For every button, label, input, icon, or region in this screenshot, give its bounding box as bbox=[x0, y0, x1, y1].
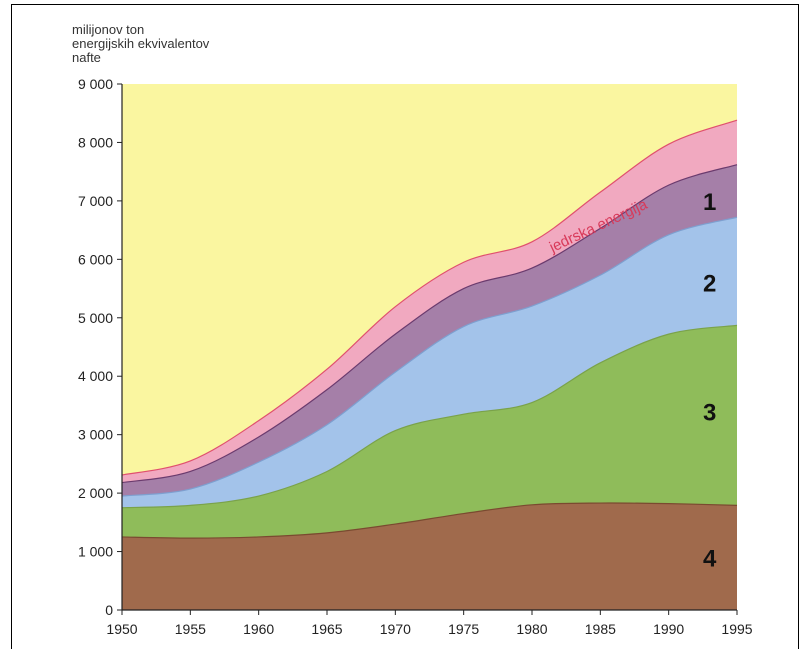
series-line-3 bbox=[121, 216, 738, 497]
series-line-4 bbox=[121, 164, 738, 484]
y-tick-label: 1 000 bbox=[78, 544, 113, 560]
y-tick-label: 4 000 bbox=[78, 368, 113, 384]
y-tick-label: 3 000 bbox=[78, 427, 113, 443]
y-tick-label: 7 000 bbox=[78, 193, 113, 209]
series-line-5 bbox=[121, 119, 738, 476]
y-axis-title: milijonov ton energijskih ekvivalentov n… bbox=[72, 22, 210, 65]
y-tick-label: 8 000 bbox=[78, 134, 113, 150]
figure-frame bbox=[11, 4, 799, 649]
series-line-1 bbox=[121, 502, 738, 539]
x-tick-label: 1980 bbox=[516, 621, 547, 637]
y-tick-label: 0 bbox=[105, 602, 113, 618]
x-tick-label: 1990 bbox=[653, 621, 684, 637]
x-tick-label: 1975 bbox=[448, 621, 479, 637]
y-tick-label: 2 000 bbox=[78, 485, 113, 501]
series-area-5 bbox=[122, 120, 737, 483]
region-label-3: 3 bbox=[703, 399, 716, 426]
x-tick-label: 1985 bbox=[585, 621, 616, 637]
series-line-2 bbox=[121, 324, 738, 509]
x-tick-label: 1960 bbox=[243, 621, 274, 637]
series-area-3 bbox=[122, 217, 737, 508]
ylabel-line-1: milijonov ton bbox=[72, 22, 144, 37]
ylabel-line-2: energijskih ekvivalentov bbox=[72, 36, 210, 51]
x-tick-label: 1970 bbox=[380, 621, 411, 637]
region-label-4: 4 bbox=[703, 545, 717, 572]
y-tick-label: 6 000 bbox=[78, 251, 113, 267]
y-tick-label: 9 000 bbox=[78, 76, 113, 92]
y-tick-label: 5 000 bbox=[78, 310, 113, 326]
x-tick-label: 1995 bbox=[721, 621, 752, 637]
x-tick-label: 1955 bbox=[175, 621, 206, 637]
series-area-1 bbox=[122, 502, 737, 610]
x-tick-label: 1965 bbox=[311, 621, 342, 637]
plot-area: 0 1 000 2 000 3 000 4 000 5 000 6 000 7 000 8 00… bbox=[78, 76, 753, 637]
region-label-1: 1 bbox=[703, 189, 716, 216]
ylabel-line-3: nafte bbox=[72, 50, 101, 65]
series-area-2 bbox=[122, 325, 737, 539]
series-area-4 bbox=[122, 164, 737, 497]
x-tick-label: 1950 bbox=[106, 621, 137, 637]
region-label-2: 2 bbox=[703, 271, 716, 298]
